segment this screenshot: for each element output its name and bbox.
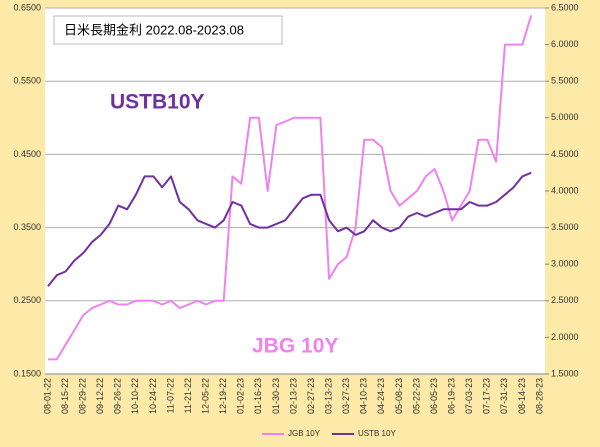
x-tick-label: 06-19-23: [447, 378, 457, 414]
y2-tick-label: 4.0000: [551, 185, 579, 195]
x-tick-label: 03-27-23: [341, 378, 351, 414]
y2-tick-label: 5.5000: [551, 76, 579, 86]
y-tick-label: 0.6500: [13, 2, 41, 12]
x-tick-label: 05-22-23: [411, 378, 421, 414]
legend-label: USTB 10Y: [358, 429, 396, 438]
y-tick-label: 0.4500: [13, 149, 41, 159]
x-tick-label: 09-26-22: [113, 378, 123, 414]
y2-tick-label: 6.0000: [551, 39, 579, 49]
x-tick-label: 02-13-23: [288, 378, 298, 414]
x-tick-label: 08-15-22: [60, 378, 70, 414]
x-tick-label: 02-27-23: [306, 378, 316, 414]
y-tick-label: 0.5500: [13, 76, 41, 86]
x-tick-label: 05-08-23: [394, 378, 404, 414]
x-tick-label: 10-24-22: [148, 378, 158, 414]
chart-title: 日米長期金利 2022.08-2023.08: [64, 22, 244, 37]
x-tick-label: 04-10-23: [359, 378, 369, 414]
x-tick-label: 09-12-22: [95, 378, 105, 414]
x-tick-label: 04-24-23: [376, 378, 386, 414]
y2-tick-label: 1.5000: [551, 368, 579, 378]
title-box: [53, 15, 283, 45]
x-tick-label: 01-16-23: [253, 378, 263, 414]
x-tick-label: 07-31-23: [499, 378, 509, 414]
y2-tick-label: 5.0000: [551, 112, 579, 122]
x-tick-label: 01-02-23: [236, 378, 246, 414]
x-tick-label: 01-30-23: [271, 378, 281, 414]
y2-tick-label: 6.5000: [551, 2, 579, 12]
x-tick-label: 08-28-23: [534, 378, 544, 414]
x-tick-label: 08-14-23: [517, 378, 527, 414]
y2-tick-label: 3.5000: [551, 222, 579, 232]
y2-tick-label: 4.5000: [551, 149, 579, 159]
x-tick-label: 06-05-23: [429, 378, 439, 414]
y2-tick-label: 2.0000: [551, 332, 579, 342]
x-tick-label: 08-29-22: [78, 378, 88, 414]
x-tick-label: 07-17-23: [482, 378, 492, 414]
x-tick-label: 07-03-23: [464, 378, 474, 414]
annotation: JBG 10Y: [252, 335, 338, 358]
y-tick-label: 0.3500: [13, 222, 41, 232]
y-tick-label: 0.2500: [13, 295, 41, 305]
x-tick-label: 12-05-22: [201, 378, 211, 414]
x-tick-label: 03-13-23: [324, 378, 334, 414]
y-tick-label: 0.1500: [13, 368, 41, 378]
x-tick-label: 08-01-22: [42, 378, 52, 414]
y2-tick-label: 2.5000: [551, 295, 579, 305]
x-tick-label: 11-07-22: [165, 378, 175, 413]
legend-label: JGB 10Y: [288, 429, 321, 438]
annotation: USTB10Y: [110, 91, 205, 114]
series-line: [47, 171, 532, 287]
series-line: [48, 15, 533, 361]
plot-area: [45, 8, 545, 374]
x-tick-label: 11-21-22: [183, 378, 193, 413]
y2-tick-label: 3.0000: [551, 259, 579, 269]
x-tick-label: 10-10-22: [130, 378, 140, 414]
x-tick-label: 12-19-22: [218, 378, 228, 414]
